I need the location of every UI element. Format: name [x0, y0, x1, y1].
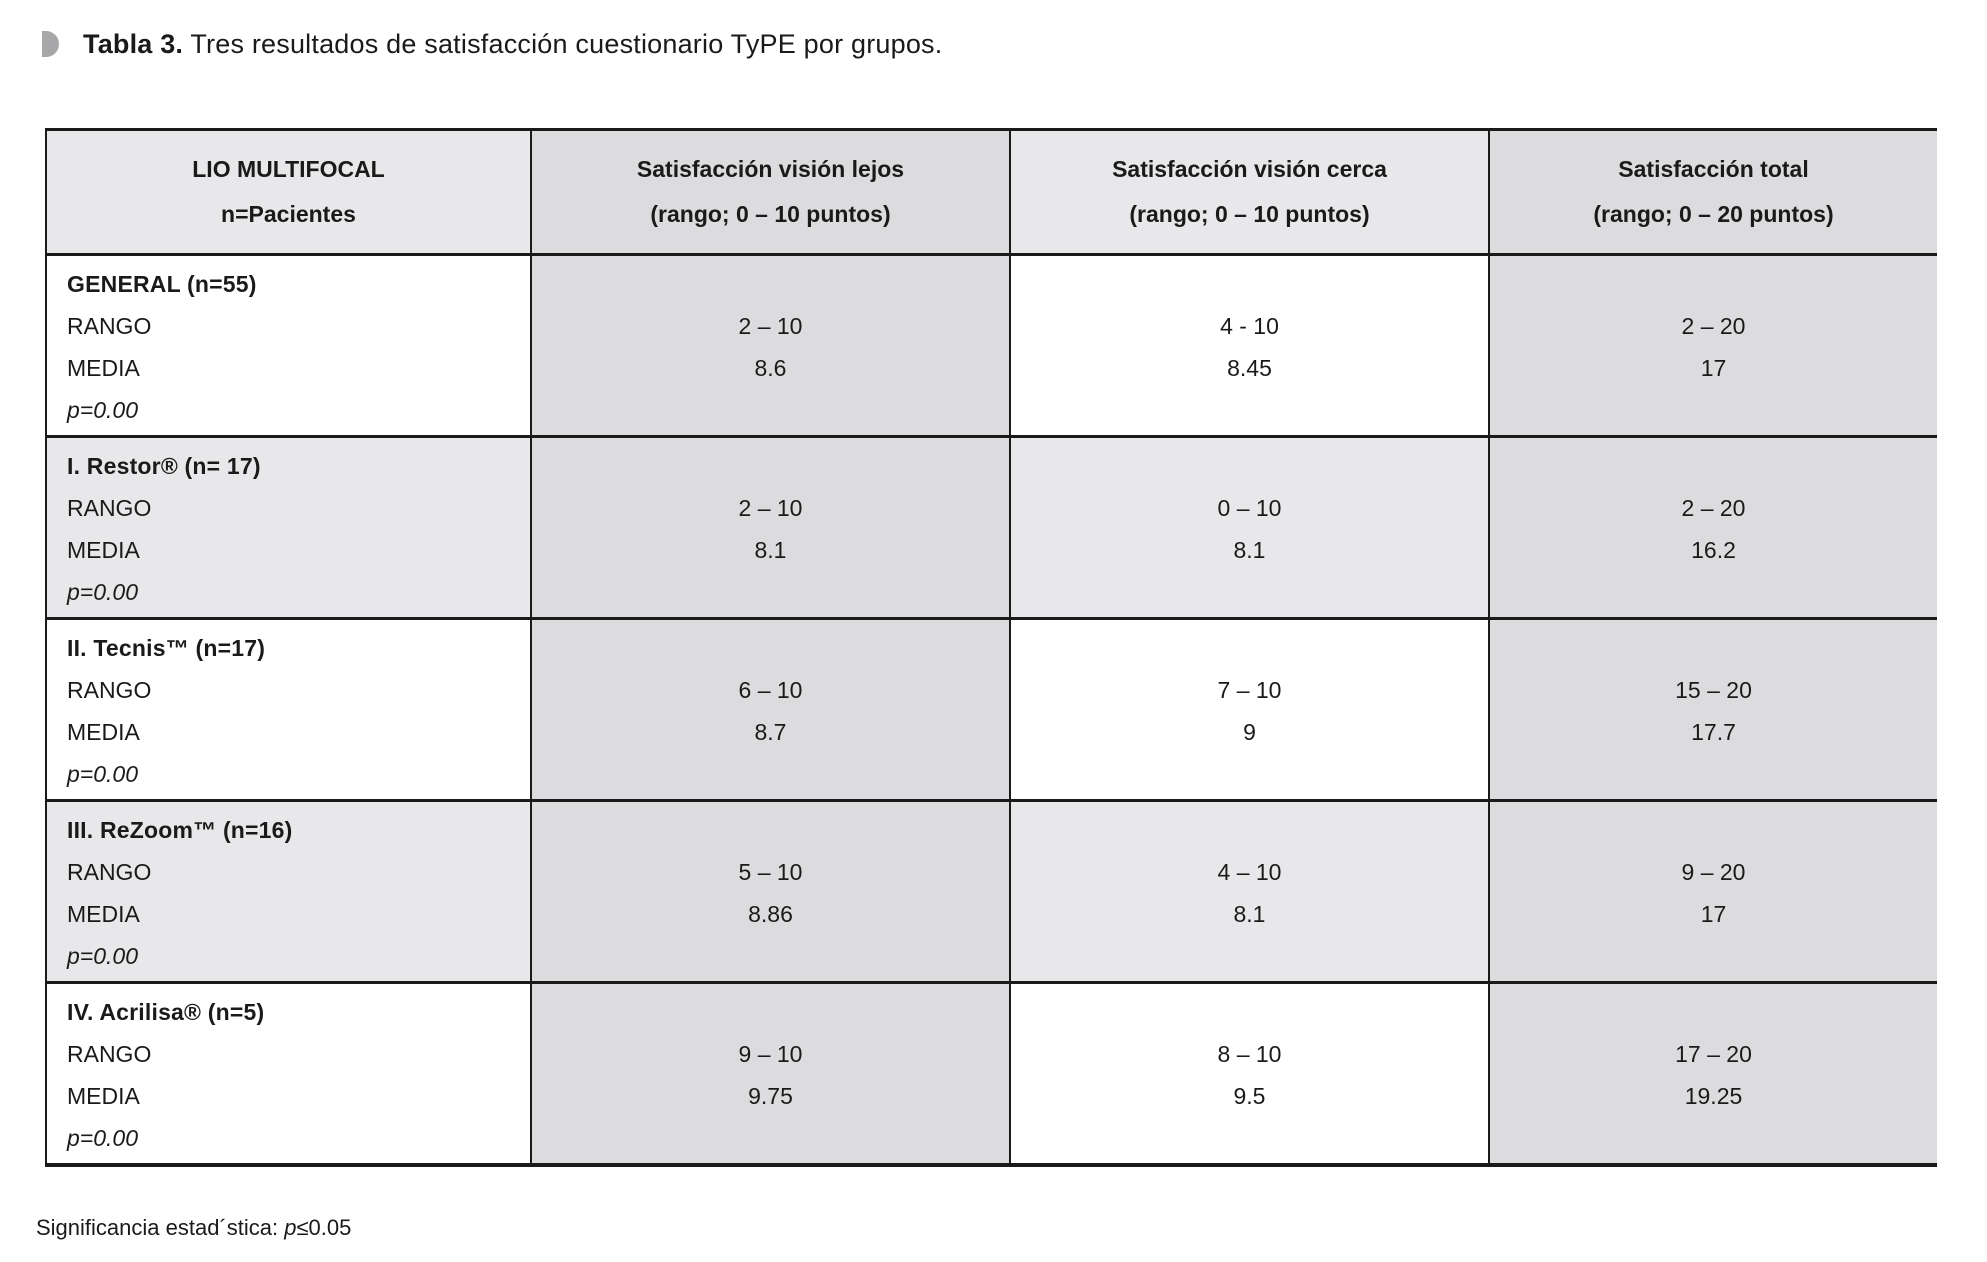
- header-line1: LIO MULTIFOCAL: [192, 156, 385, 182]
- media-value: 8.1: [1233, 537, 1266, 563]
- value-cell-lejos: 6 – 10 8.7: [532, 620, 1011, 799]
- table-row-acrilisa: IV. Acrilisa® (n=5) RANGO MEDIA p=0.00 9…: [47, 981, 1937, 1163]
- caption-text: Tabla 3. Tres resultados de satisfacción…: [83, 28, 942, 60]
- value-cell-cerca: 7 – 10 9: [1011, 620, 1490, 799]
- header-line1: Satisfacción total: [1618, 156, 1809, 182]
- footnote-p-symbol: p: [284, 1215, 297, 1240]
- caption-bullet-icon: [42, 31, 59, 57]
- rango-value: 4 - 10: [1220, 313, 1279, 339]
- media-value: 8.45: [1227, 355, 1272, 381]
- media-label: MEDIA: [67, 355, 140, 381]
- p-value: p=0.00: [67, 579, 138, 605]
- value-cell-total: 15 – 20 17.7: [1490, 620, 1937, 799]
- table-row-restor: I. Restor® (n= 17) RANGO MEDIA p=0.00 2 …: [47, 435, 1937, 617]
- group-name: IV. Acrilisa® (n=5): [67, 999, 265, 1025]
- value-cell-lejos: 5 – 10 8.86: [532, 802, 1011, 981]
- value-cell-cerca: 0 – 10 8.1: [1011, 438, 1490, 617]
- rango-value: 9 – 10: [738, 1041, 803, 1067]
- media-value: 17: [1700, 355, 1727, 381]
- rango-label: RANGO: [67, 495, 152, 521]
- media-value: 8.86: [748, 901, 793, 927]
- rango-value: 5 – 10: [738, 859, 803, 885]
- rango-value: 8 – 10: [1217, 1041, 1282, 1067]
- header-line2: (rango; 0 – 20 puntos): [1593, 201, 1834, 227]
- rango-value: 9 – 20: [1681, 859, 1746, 885]
- header-line2: (rango; 0 – 10 puntos): [1129, 201, 1370, 227]
- value-cell-cerca: 8 – 10 9.5: [1011, 984, 1490, 1163]
- rango-label: RANGO: [67, 677, 152, 703]
- table-row-rezoom: III. ReZoom™ (n=16) RANGO MEDIA p=0.00 5…: [47, 799, 1937, 981]
- rango-value: 4 – 10: [1217, 859, 1282, 885]
- media-value: 19.25: [1684, 1083, 1743, 1109]
- table-caption: Tabla 3. Tres resultados de satisfacción…: [42, 28, 942, 60]
- rango-value: 2 – 10: [738, 313, 803, 339]
- media-value: 17: [1700, 901, 1727, 927]
- value-cell-total: 2 – 20 16.2: [1490, 438, 1937, 617]
- rango-value: 17 – 20: [1675, 1041, 1752, 1067]
- p-value: p=0.00: [67, 943, 138, 969]
- media-value: 8.7: [754, 719, 787, 745]
- rango-value: 2 – 10: [738, 495, 803, 521]
- rango-value: 0 – 10: [1217, 495, 1282, 521]
- rango-label: RANGO: [67, 313, 152, 339]
- header-line1: Satisfacción visión cerca: [1112, 156, 1387, 182]
- group-name: III. ReZoom™ (n=16): [67, 817, 293, 843]
- table-header-row: LIO MULTIFOCAL n=Pacientes Satisfacción …: [47, 131, 1937, 253]
- media-value: 8.6: [754, 355, 787, 381]
- p-value: p=0.00: [67, 397, 138, 423]
- media-label: MEDIA: [67, 1083, 140, 1109]
- p-value: p=0.00: [67, 761, 138, 787]
- results-table: LIO MULTIFOCAL n=Pacientes Satisfacción …: [45, 128, 1937, 1167]
- value-cell-lejos: 2 – 10 8.1: [532, 438, 1011, 617]
- header-line2: (rango; 0 – 10 puntos): [650, 201, 891, 227]
- media-value: 17.7: [1691, 719, 1736, 745]
- header-cell-satisfaccion-cerca: Satisfacción visión cerca (rango; 0 – 10…: [1011, 131, 1490, 253]
- media-value: 8.1: [754, 537, 787, 563]
- row-header-cell: GENERAL (n=55) RANGO MEDIA p=0.00: [47, 256, 532, 435]
- group-name: II. Tecnis™ (n=17): [67, 635, 266, 661]
- rango-value: 7 – 10: [1217, 677, 1282, 703]
- group-name: GENERAL (n=55): [67, 271, 257, 297]
- significance-footnote: Significancia estad´stica: p≤0.05: [36, 1215, 351, 1241]
- rango-value: 15 – 20: [1675, 677, 1752, 703]
- media-label: MEDIA: [67, 719, 140, 745]
- rango-value: 2 – 20: [1681, 313, 1746, 339]
- row-header-cell: IV. Acrilisa® (n=5) RANGO MEDIA p=0.00: [47, 984, 532, 1163]
- row-header-cell: III. ReZoom™ (n=16) RANGO MEDIA p=0.00: [47, 802, 532, 981]
- media-value: 8.1: [1233, 901, 1266, 927]
- media-label: MEDIA: [67, 901, 140, 927]
- row-header-cell: II. Tecnis™ (n=17) RANGO MEDIA p=0.00: [47, 620, 532, 799]
- rango-value: 6 – 10: [738, 677, 803, 703]
- header-cell-lio-multifocal: LIO MULTIFOCAL n=Pacientes: [47, 131, 532, 253]
- value-cell-cerca: 4 - 10 8.45: [1011, 256, 1490, 435]
- value-cell-lejos: 2 – 10 8.6: [532, 256, 1011, 435]
- value-cell-total: 2 – 20 17: [1490, 256, 1937, 435]
- header-line2: n=Pacientes: [221, 201, 356, 227]
- header-line1: Satisfacción visión lejos: [636, 156, 905, 182]
- value-cell-lejos: 9 – 10 9.75: [532, 984, 1011, 1163]
- rango-value: 2 – 20: [1681, 495, 1746, 521]
- caption-label: Tabla 3.: [83, 29, 184, 59]
- p-value: p=0.00: [67, 1125, 138, 1151]
- footnote-prefix: Significancia estad´stica:: [36, 1215, 285, 1240]
- rango-label: RANGO: [67, 859, 152, 885]
- header-cell-satisfaccion-lejos: Satisfacción visión lejos (rango; 0 – 10…: [532, 131, 1011, 253]
- media-label: MEDIA: [67, 537, 140, 563]
- caption-title: Tres resultados de satisfacción cuestion…: [190, 29, 943, 59]
- media-value: 9.5: [1233, 1083, 1266, 1109]
- media-value: 9.75: [748, 1083, 793, 1109]
- table-row-tecnis: II. Tecnis™ (n=17) RANGO MEDIA p=0.00 6 …: [47, 617, 1937, 799]
- group-name: I. Restor® (n= 17): [67, 453, 261, 479]
- media-value: 16.2: [1691, 537, 1736, 563]
- table-row-general: GENERAL (n=55) RANGO MEDIA p=0.00 2 – 10…: [47, 253, 1937, 435]
- media-value: 9: [1243, 719, 1256, 745]
- value-cell-total: 9 – 20 17: [1490, 802, 1937, 981]
- value-cell-cerca: 4 – 10 8.1: [1011, 802, 1490, 981]
- footnote-value: ≤0.05: [296, 1215, 352, 1240]
- value-cell-total: 17 – 20 19.25: [1490, 984, 1937, 1163]
- header-cell-satisfaccion-total: Satisfacción total (rango; 0 – 20 puntos…: [1490, 131, 1937, 253]
- row-header-cell: I. Restor® (n= 17) RANGO MEDIA p=0.00: [47, 438, 532, 617]
- rango-label: RANGO: [67, 1041, 152, 1067]
